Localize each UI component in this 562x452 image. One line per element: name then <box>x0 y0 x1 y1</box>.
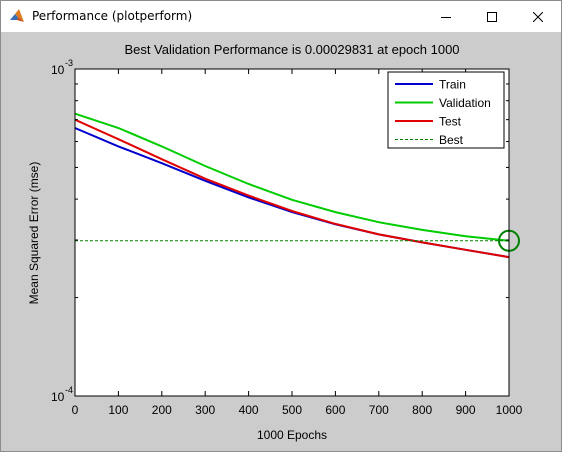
x-tick-label: 400 <box>239 403 259 417</box>
x-axis-label: 1000 Epochs <box>257 428 327 442</box>
legend: Train Validation Test Best <box>387 71 505 149</box>
maximize-icon <box>487 11 497 22</box>
performance-chart: Best Validation Performance is 0.0002983… <box>27 42 523 442</box>
x-tick-label: 900 <box>456 403 476 417</box>
y-tick-exponent: -3 <box>65 58 73 68</box>
x-tick-label: 500 <box>282 403 302 417</box>
maximize-button[interactable] <box>469 1 515 32</box>
y-tick-label: 10 <box>51 63 65 77</box>
y-axis-label: Mean Squared Error (mse) <box>27 162 41 305</box>
figure-area: Best Validation Performance is 0.0002983… <box>1 32 561 451</box>
x-tick-label: 200 <box>152 403 172 417</box>
x-tick-label: 1000 <box>496 403 523 417</box>
x-tick-label: 100 <box>108 403 128 417</box>
series-line-validation <box>74 112 510 242</box>
minimize-button[interactable] <box>423 1 469 32</box>
legend-label-validation: Validation <box>439 96 491 110</box>
legend-label-test: Test <box>439 115 462 129</box>
title-bar[interactable]: Performance (plotperform) <box>1 1 561 32</box>
close-icon <box>533 11 543 22</box>
matlab-icon <box>9 8 25 24</box>
x-tick-label: 0 <box>72 403 79 417</box>
window-title: Performance (plotperform) <box>32 9 193 23</box>
series-line-test <box>74 118 510 259</box>
x-tick-label: 700 <box>369 403 389 417</box>
y-tick-label: 10 <box>51 390 65 404</box>
legend-label-best: Best <box>439 133 464 147</box>
close-button[interactable] <box>515 1 561 32</box>
x-tick-label: 800 <box>412 403 432 417</box>
x-tick-label: 300 <box>195 403 215 417</box>
chart-title: Best Validation Performance is 0.0002983… <box>124 42 459 57</box>
x-tick-label: 600 <box>325 403 345 417</box>
legend-label-train: Train <box>439 78 466 92</box>
y-tick-exponent: -4 <box>65 385 73 395</box>
minimize-icon <box>441 12 451 22</box>
